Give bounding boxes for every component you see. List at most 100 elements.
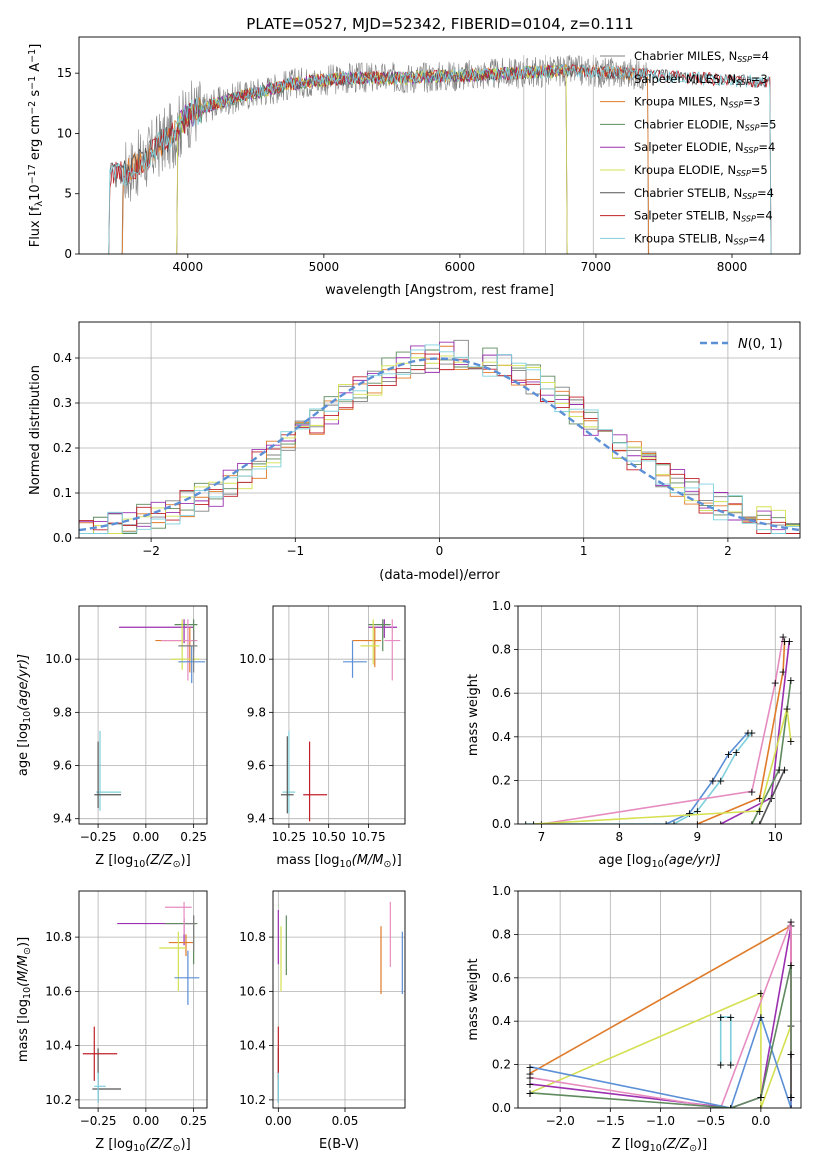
weight-marker: + [525,1078,534,1091]
y-tick-label: 0.6 [492,971,511,985]
errorbar-point [178,629,198,673]
x-tick-label: 10.75 [351,830,385,844]
weight-line [719,1016,732,1065]
normal-curve [79,357,800,532]
mass-vs-z-panel: −0.25 0.00 0.25 10.2 10.4 10.6 10.8 Z [log10(Z/… [16,890,208,1154]
y-tick-label: 0.2 [492,773,511,787]
y-tick-label: 9.4 [53,812,72,826]
y-tick-label: 9.6 [53,759,72,773]
weight-marker: + [521,818,530,831]
spectrum-line [119,54,651,254]
spectrum-panel: 4000 5000 6000 7000 8000 0 5 10 15 wavelength [An… [27,36,801,298]
x-tick-label: −2 [142,544,160,558]
legend-entry: Salpeter ELODIE, NSSP=4 [634,140,775,155]
weight-marker: + [662,818,671,831]
x-tick-label: 0.25 [180,1114,207,1128]
x-tick-label: 6000 [445,260,476,274]
weight-line [529,964,792,1108]
legend-entry: Kroupa MILES, NSSP=3 [634,95,760,110]
weight-marker: + [755,818,764,831]
y-axis-label: mass weight [466,958,481,1040]
x-tick-label: 0.0 [751,1114,770,1128]
histogram-step [79,353,800,534]
x-tick-label: 4000 [173,260,204,274]
x-tick-label: 5000 [309,260,340,274]
x-tick-label: 10.50 [311,830,345,844]
weight-marker: + [785,635,794,648]
x-axis-label: Z [log10(Z/Z⊙)] [95,853,190,870]
y-tick-label: 9.8 [53,705,72,719]
mass-vs-ebv-panel: 0.00 0.05 10.2 10.4 10.6 10.8 E(B-V) [239,890,406,1152]
y-tick-label: 5 [64,187,72,201]
weight-marker: + [685,807,694,820]
weight-marker: + [726,1102,735,1115]
errorbar-point [82,1026,118,1081]
x-tick-label: 8000 [717,260,748,274]
y-tick-label: 0.0 [492,1101,511,1115]
weight-marker: + [525,1087,534,1100]
x-tick-label: −1.5 [596,1114,625,1128]
y-tick-label: 0.2 [492,1058,511,1072]
x-axis-label: Z [log10(Z/Z⊙)] [612,1137,707,1154]
errorbar-point [168,934,194,957]
axes-frame [272,890,406,1109]
weight-marker: + [726,1102,735,1115]
weight-marker: + [716,774,725,787]
weight-marker: + [726,1102,735,1115]
y-axis-label: mass [log10(M/M⊙)] [16,937,33,1062]
weight-marker: + [732,746,741,759]
weight-line [665,731,749,824]
weight-marker: + [786,1091,795,1104]
weight-marker: + [525,1061,534,1074]
x-tick-label: 7 [538,830,546,844]
weight-marker: + [716,1059,725,1072]
weight-marker: + [786,1102,795,1115]
x-axis-label: wavelength [Angstrom, rest frame] [325,283,554,298]
x-tick-label: 9 [693,830,701,844]
y-tick-label: 0.1 [53,486,72,500]
y-tick-label: 0.2 [53,441,72,455]
y-tick-label: 10.0 [239,652,266,666]
weight-marker: + [786,735,795,748]
errorbar-point [185,915,196,951]
errorbar-point [94,741,122,809]
weight-marker: + [747,818,756,831]
weight-marker: + [693,818,702,831]
weight-marker: + [778,665,787,678]
x-axis-label: age [log10(age/yr)] [598,853,720,870]
weight-marker: + [529,818,538,831]
errorbar-point [94,1072,106,1103]
weight-marker: + [726,1011,735,1024]
errorbar-point [178,645,206,684]
x-tick-label: 7000 [581,260,612,274]
errorbar-point [384,619,401,681]
errorbar-point [360,619,380,665]
y-tick-label: 0.8 [492,643,511,657]
weight-marker: + [747,726,756,739]
errorbar-point [96,730,122,811]
y-tick-label: 0 [64,247,72,261]
weight-marker: + [716,1011,725,1024]
errorbar-point [303,741,328,822]
y-axis-label: Flux [fλ10−17 erg cm−2 s−1 A−1] [27,44,45,248]
weight-marker: + [775,764,784,777]
plot-area [82,901,200,1103]
weight-marker: + [786,915,795,928]
axes-frame [517,890,802,1109]
x-tick-label: 1 [580,544,588,558]
y-tick-label: 0.4 [53,351,72,365]
plot-area: + ++++++++++++++++++++++++++++++ [521,631,795,831]
x-tick-label: −0.5 [696,1114,725,1128]
errorbar-point [155,627,196,673]
y-tick-label: 10.6 [45,984,72,998]
x-tick-label: 8 [616,830,624,844]
y-axis-label: age [log10(age/yr)] [16,654,33,776]
x-tick-label: −1.0 [646,1114,675,1128]
spectrum-line [106,64,773,254]
y-tick-label: 0.0 [53,531,72,545]
axes-frame [272,605,406,825]
y-tick-label: 9.8 [247,705,266,719]
weight-line [758,769,786,824]
weight-marker: + [716,818,725,831]
legend-entry: Chabrier MILES, NSSP=4 [634,49,769,64]
